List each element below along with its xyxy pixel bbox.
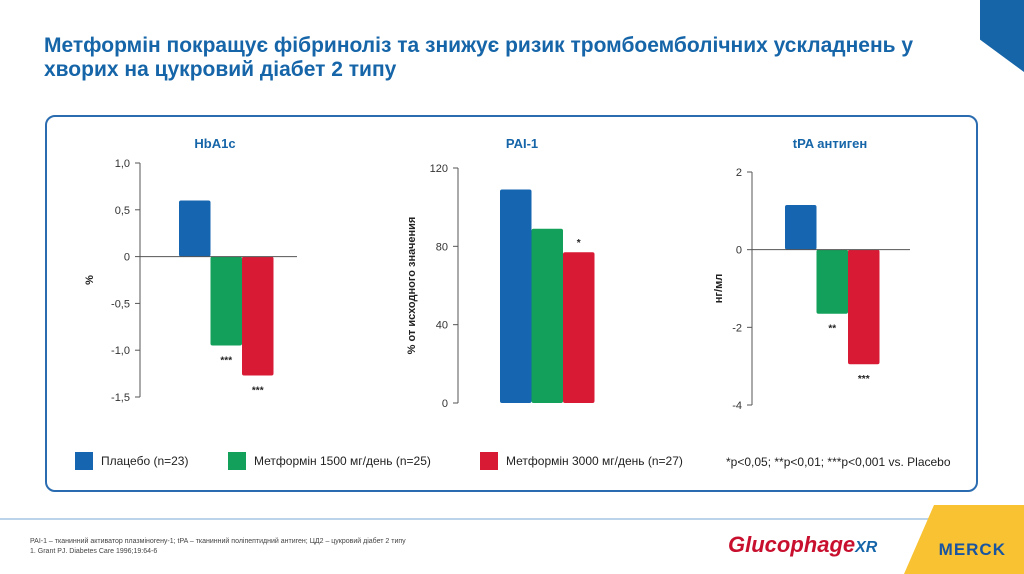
bar	[500, 189, 532, 403]
y-axis-label: %	[84, 275, 96, 285]
bar	[816, 249, 848, 314]
y-tick-label: 120	[430, 163, 448, 175]
legend-placebo: Плацебо (n=23)	[75, 452, 188, 470]
significance-marker: ***	[252, 385, 264, 396]
footnote-abbrev: PAI-1 – тканинний активатор плазміногену…	[30, 538, 406, 545]
bar	[848, 249, 880, 365]
merck-logo: MERCK	[938, 540, 1006, 559]
footnote-reference: 1. Grant PJ. Diabetes Care 1996;19:64-6	[30, 548, 158, 555]
y-tick-label: 2	[736, 167, 742, 179]
glucophage-logo: GlucophageXR	[728, 532, 878, 557]
legend-swatch	[228, 452, 246, 470]
y-tick-label: 0	[442, 398, 448, 410]
footnote: PAI-1 – тканинний активатор плазміногену…	[30, 537, 406, 557]
bar	[563, 252, 595, 403]
bar	[242, 256, 274, 376]
legend-met1500: Метформін 1500 мг/день (n=25)	[228, 452, 431, 470]
y-tick-label: -2	[732, 322, 742, 334]
legend-swatch	[75, 452, 93, 470]
legend-met3000: Метформін 3000 мг/день (n=27)	[480, 452, 683, 470]
bar	[210, 256, 242, 346]
y-tick-label: 1,0	[115, 158, 130, 170]
significance-marker: **	[828, 324, 836, 335]
bar	[179, 200, 211, 257]
significance-marker: ***	[858, 374, 870, 385]
y-tick-label: 0,5	[115, 205, 130, 217]
y-tick-label: 40	[436, 320, 448, 332]
significance-text: *p<0,05; **p<0,01; ***p<0,001 vs. Placeb…	[726, 455, 951, 469]
significance-marker: *	[577, 238, 581, 249]
legend-label: Метформін 3000 мг/день (n=27)	[506, 454, 683, 468]
y-tick-label: 80	[436, 241, 448, 253]
y-axis-label: нг/мл	[713, 274, 725, 303]
y-tick-label: 0	[124, 252, 130, 264]
chart-title: tPA антиген	[793, 136, 868, 151]
legend-label: Плацебо (n=23)	[101, 454, 189, 468]
y-tick-label: 0	[736, 245, 742, 257]
significance-marker: ***	[220, 356, 232, 367]
chart-title: PAI-1	[506, 136, 538, 151]
chart-frame	[45, 115, 978, 492]
y-tick-label: -0,5	[111, 298, 130, 310]
y-axis-label: % от исходного значения	[406, 217, 418, 355]
y-tick-label: -1,5	[111, 392, 130, 404]
bar	[785, 205, 817, 250]
y-tick-label: -4	[732, 400, 742, 412]
page-title: Метформін покращує фібриноліз та знижує …	[44, 34, 914, 81]
legend-swatch	[480, 452, 498, 470]
footer-divider	[0, 518, 1000, 520]
legend-label: Метформін 1500 мг/день (n=25)	[254, 454, 431, 468]
significance-note: *p<0,05; **p<0,01; ***p<0,001 vs. Placeb…	[726, 455, 951, 469]
chart-title: HbA1c	[194, 136, 235, 151]
y-tick-label: -1,0	[111, 345, 130, 357]
bar	[531, 228, 563, 403]
